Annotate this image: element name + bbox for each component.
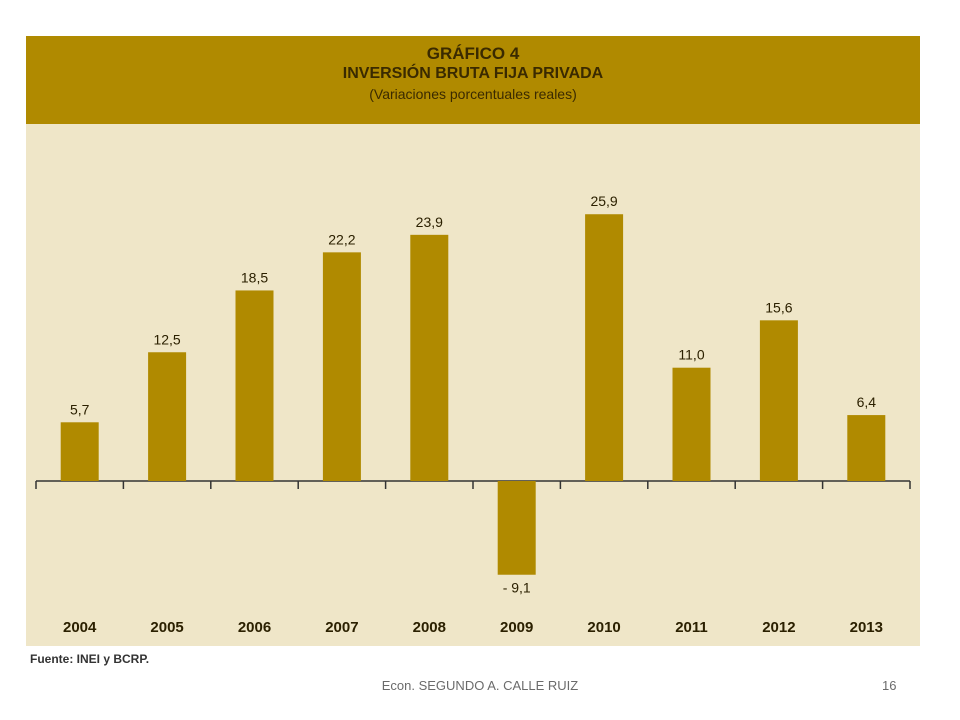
bar-value-label: 23,9 <box>416 214 443 230</box>
x-tick-label: 2011 <box>675 619 708 636</box>
bar-value-label: 5,7 <box>70 401 90 417</box>
chart-header: GRÁFICO 4 INVERSIÓN BRUTA FIJA PRIVADA (… <box>26 36 920 124</box>
bar-chart: 5,7 2004 12,5 2005 18,5 2006 22,2 2007 23,9 2008 -… <box>35 193 911 636</box>
bar-2010 <box>585 214 624 481</box>
bar-value-label: 6,4 <box>857 394 877 410</box>
bar-value-label: 15,6 <box>765 299 792 315</box>
bar-2012 <box>759 320 798 481</box>
footer-author: Econ. SEGUNDO A. CALLE RUIZ <box>381 678 579 693</box>
page-number: 16 <box>882 678 897 693</box>
bar-2009 <box>497 481 536 575</box>
bar-2006 <box>235 290 274 481</box>
x-tick-label: 2008 <box>413 619 446 636</box>
x-tick-label: 2006 <box>238 619 271 636</box>
x-tick-label: 2005 <box>150 619 183 636</box>
chart-source: Fuente: INEI y BCRP. <box>30 652 150 666</box>
x-tick-label: 2004 <box>63 619 97 636</box>
bar-2005 <box>148 352 187 481</box>
x-tick-label: 2007 <box>325 619 358 636</box>
bar-value-label: - 9,1 <box>503 580 531 596</box>
bar-2008 <box>410 234 449 481</box>
x-tick-label: 2009 <box>500 619 533 636</box>
chart-unit-note: (Variaciones porcentuales reales) <box>369 86 577 102</box>
x-tick-label: 2012 <box>762 619 795 636</box>
bar-2013 <box>847 415 886 481</box>
bar-value-label: 22,2 <box>328 231 355 247</box>
x-tick-label: 2013 <box>850 619 883 636</box>
chart-plot-area: 5,7 2004 12,5 2005 18,5 2006 22,2 2007 23,9 2008 -… <box>26 124 920 646</box>
bar-value-label: 12,5 <box>153 331 180 347</box>
bar-2004 <box>60 422 99 481</box>
chart-title: GRÁFICO 4 <box>426 44 520 63</box>
bar-2007 <box>322 252 361 481</box>
bar-2011 <box>672 367 711 481</box>
x-tick-label: 2010 <box>587 619 620 636</box>
bar-value-label: 25,9 <box>590 193 617 209</box>
bar-value-label: 18,5 <box>241 269 268 285</box>
bar-value-label: 11,0 <box>678 347 704 363</box>
chart-subtitle: INVERSIÓN BRUTA FIJA PRIVADA <box>342 65 604 82</box>
